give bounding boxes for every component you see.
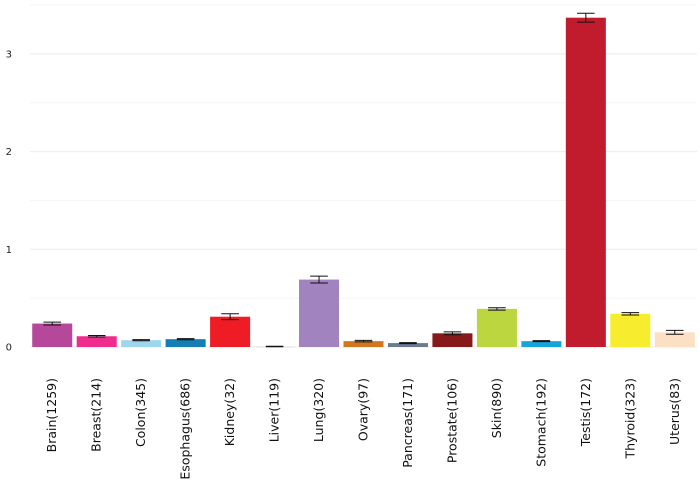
bar — [121, 340, 162, 347]
x-tick-label: Thyroid(323) — [622, 378, 637, 460]
x-tick-label: Skin(890) — [489, 378, 504, 438]
x-tick-label: Breast(214) — [89, 378, 104, 452]
x-axis-labels: Brain(1259) Breast(214) Colon(345) Esophagu… — [44, 378, 682, 480]
x-tick-label: Stomach(192) — [533, 378, 548, 467]
error-bar — [310, 275, 328, 284]
x-tick-label: Ovary(97) — [356, 378, 371, 441]
error-bar — [443, 331, 462, 336]
error-bar — [577, 12, 595, 23]
x-tick-label: Prostate(106) — [444, 378, 459, 463]
error-bars — [43, 12, 684, 348]
error-bar — [621, 312, 640, 316]
bars — [32, 17, 695, 348]
error-bar — [87, 334, 106, 338]
grid — [30, 4, 697, 348]
error-bar — [399, 342, 417, 345]
error-bar — [43, 321, 62, 326]
x-tick-label: Esophagus(686) — [178, 378, 193, 480]
error-bar — [265, 345, 284, 348]
x-tick-label: Pancreas(171) — [400, 378, 415, 468]
bar — [32, 323, 73, 347]
y-axis-ticks: 0 1 2 3 — [6, 49, 12, 353]
x-tick-label: Colon(345) — [133, 378, 148, 447]
bar — [654, 332, 695, 347]
x-tick-label: Liver(119) — [267, 378, 282, 442]
error-bar — [665, 329, 684, 335]
y-tick-label: 2 — [6, 147, 12, 158]
error-bar — [532, 340, 551, 343]
bar — [387, 343, 428, 347]
bar — [521, 341, 562, 347]
bar — [343, 341, 384, 347]
bar — [299, 279, 340, 347]
y-tick-label: 3 — [6, 49, 12, 60]
x-tick-label: Testis(172) — [578, 378, 593, 447]
x-tick-label: Uterus(83) — [667, 378, 682, 445]
bar — [165, 339, 206, 347]
x-tick-label: Brain(1259) — [44, 378, 59, 452]
error-bar — [488, 307, 506, 311]
error-bar — [176, 338, 195, 341]
y-tick-label: 0 — [6, 343, 12, 354]
bar — [210, 316, 251, 347]
error-bar — [132, 339, 150, 342]
bar — [476, 308, 517, 347]
y-tick-label: 1 — [6, 245, 12, 256]
bar — [76, 336, 117, 347]
error-bar — [221, 313, 239, 321]
error-bar — [354, 339, 373, 343]
bar — [432, 333, 473, 347]
x-tick-label: Lung(320) — [311, 378, 326, 442]
bar — [610, 313, 651, 347]
x-tick-label: Kidney(32) — [222, 378, 237, 446]
bar — [565, 17, 606, 348]
